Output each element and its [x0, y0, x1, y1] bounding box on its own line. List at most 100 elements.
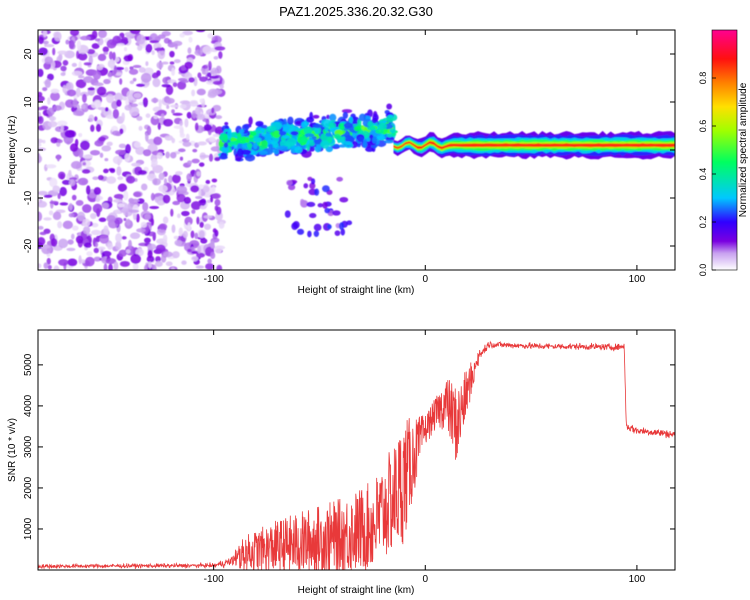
heatmap-cell — [128, 103, 138, 107]
heatmap-cell — [340, 228, 346, 236]
heatmap-cell — [80, 140, 90, 151]
heatmap-cell — [172, 251, 180, 259]
heatmap-cell — [191, 255, 199, 262]
heatmap-cell — [67, 258, 78, 267]
y-tick-label: 20 — [23, 48, 34, 60]
heatmap-cell — [157, 201, 163, 206]
colorbar-ticks: 0.0 0.2 0.4 0.6 0.8 — [698, 72, 716, 277]
heatmap-cell — [82, 162, 87, 166]
heatmap-cell — [98, 136, 106, 142]
heatmap-cell — [210, 67, 218, 76]
heatmap-cell — [140, 221, 148, 228]
heatmap-cell — [179, 100, 191, 105]
heatmap-cell — [211, 193, 221, 199]
heatmap-cell — [151, 50, 155, 56]
heatmap-cell — [136, 115, 143, 121]
heatmap-cell — [70, 30, 80, 37]
heatmap-cell — [46, 257, 51, 265]
heatmap-cell — [311, 136, 317, 140]
heatmap-cell — [94, 241, 99, 248]
heatmap-cell — [158, 98, 162, 109]
heatmap-cell — [163, 178, 168, 185]
heatmap-cell — [194, 122, 199, 131]
heatmap-cell — [82, 204, 92, 213]
heatmap-cell — [203, 215, 213, 219]
heatmap-cell — [313, 230, 320, 237]
heatmap-cell — [151, 264, 157, 270]
heatmap-cell — [208, 153, 214, 162]
heatmap-cell — [129, 80, 135, 85]
heatmap-cell — [103, 78, 111, 85]
heatmap-cell — [62, 220, 73, 230]
heatmap-cell — [170, 104, 180, 108]
heatmap-cell — [38, 143, 42, 147]
y-tick-label: -10 — [23, 190, 34, 205]
heatmap-cell — [223, 142, 229, 148]
heatmap-cell — [258, 150, 268, 156]
heatmap-cell — [108, 51, 113, 60]
heatmap-cell — [144, 237, 151, 244]
heatmap-cell — [199, 205, 207, 210]
heatmap-cell — [50, 238, 58, 247]
heatmap-cell — [157, 122, 161, 130]
heatmap-cell — [287, 116, 294, 126]
heatmap-cell — [176, 185, 188, 194]
colorbar-tick-label: 0.2 — [698, 216, 708, 229]
heatmap-cell — [202, 65, 208, 69]
heatmap-cell — [301, 136, 308, 143]
heatmap-cell — [366, 126, 376, 131]
heatmap-cell — [49, 177, 58, 188]
heatmap-cell — [198, 187, 202, 198]
heatmap-cell — [50, 88, 60, 94]
heatmap-cell — [115, 233, 122, 243]
heatmap-cell — [161, 61, 169, 65]
heatmap-cell — [170, 151, 177, 159]
heatmap-cell — [214, 245, 223, 254]
heatmap-cell — [202, 45, 213, 55]
heatmap-cell — [146, 125, 152, 136]
heatmap-cell — [38, 115, 44, 125]
heatmap-cell — [118, 143, 127, 149]
heatmap-cell — [113, 65, 117, 75]
heatmap-cell — [208, 60, 212, 71]
heatmap-cell — [125, 175, 136, 184]
heatmap-cell — [219, 84, 224, 89]
heatmap-cell — [124, 104, 132, 111]
heatmap-cell — [365, 137, 371, 142]
heatmap-cell — [95, 197, 101, 203]
heatmap-cell — [132, 77, 137, 82]
heatmap-cell — [75, 79, 87, 89]
heatmap-cell — [75, 235, 84, 244]
heatmap-cell — [82, 218, 91, 227]
heatmap-cell — [324, 207, 330, 214]
heatmap-cell — [156, 228, 166, 236]
heatmap-cell — [48, 115, 57, 121]
heatmap-cell — [112, 130, 121, 136]
colorbar-tick-label: 0.8 — [698, 72, 708, 85]
heatmap-cell — [157, 49, 166, 60]
heatmap-cell — [77, 211, 86, 222]
heatmap-cell — [153, 115, 159, 120]
heatmap-cell — [218, 155, 228, 160]
colorbar-tick-label: 0.0 — [698, 264, 708, 277]
heatmap-cell — [324, 123, 329, 133]
heatmap-cell — [196, 88, 206, 96]
heatmap-cell — [389, 128, 396, 134]
heatmap-cell — [155, 244, 166, 253]
heatmap-cell — [96, 64, 104, 71]
heatmap-cell — [52, 47, 56, 56]
heatmap-cell — [97, 106, 106, 111]
heatmap-cell — [53, 105, 62, 111]
heatmap-cell — [212, 228, 217, 234]
heatmap-cell — [47, 97, 51, 105]
heatmap-cell — [339, 196, 349, 203]
heatmap-cell — [149, 205, 160, 210]
heatmap-cell — [101, 250, 112, 257]
heatmap-cell — [306, 116, 315, 123]
heatmap-cell — [99, 152, 104, 158]
heatmap-cell — [169, 61, 175, 65]
heatmap-cell — [68, 169, 72, 177]
heatmap-cell — [94, 99, 102, 108]
colorbar-tick-label: 0.6 — [698, 120, 708, 133]
heatmap-cell — [38, 263, 42, 269]
